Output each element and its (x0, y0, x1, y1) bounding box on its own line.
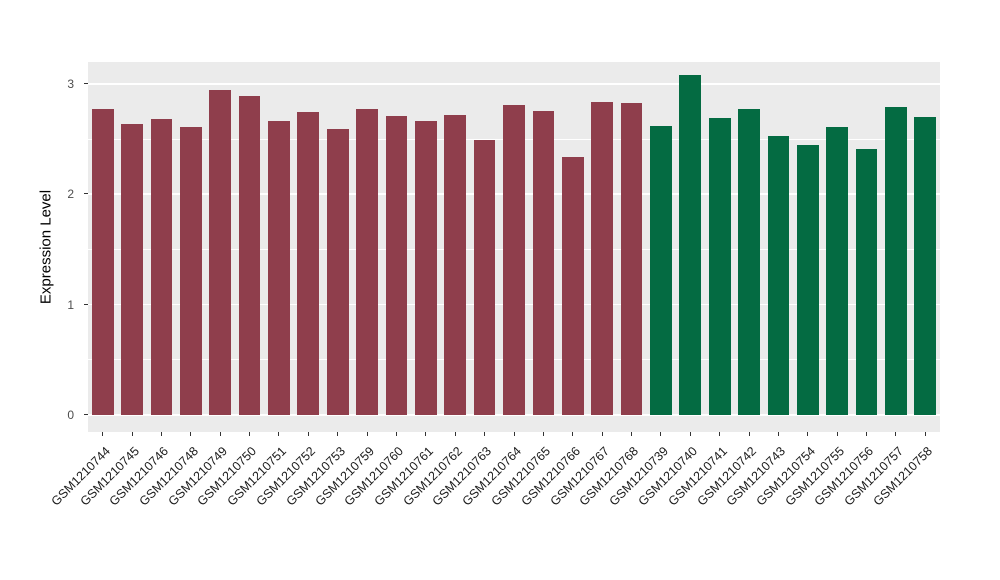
bar (179, 127, 202, 415)
bar (150, 119, 173, 415)
x-tick-mark (249, 432, 251, 436)
y-tick-label: 0 (67, 408, 74, 422)
x-tick-mark (425, 432, 427, 436)
x-axis-tick-marks (88, 432, 940, 438)
x-tick-mark (631, 432, 633, 436)
bar (679, 75, 702, 415)
x-tick-mark (219, 432, 221, 436)
x-tick-mark (836, 432, 838, 436)
bar (914, 117, 937, 415)
x-tick-mark (307, 432, 309, 436)
bar (268, 120, 290, 415)
x-tick-mark (895, 432, 897, 436)
x-tick-mark (660, 432, 662, 436)
x-tick-mark (366, 432, 368, 436)
x-tick-mark (777, 432, 779, 436)
bar (385, 116, 408, 415)
x-tick-mark (866, 432, 868, 436)
bar (238, 96, 261, 415)
y-tick-label: 2 (67, 187, 74, 202)
x-tick-mark (190, 432, 192, 436)
bar (561, 156, 584, 415)
x-tick-mark (542, 432, 544, 436)
plot-panel (88, 62, 940, 432)
bar (209, 89, 232, 415)
y-tick-mark (84, 414, 88, 415)
gridline (88, 83, 940, 85)
bar (650, 126, 672, 415)
x-tick-mark (131, 432, 133, 436)
bar (121, 123, 143, 415)
bar (356, 109, 378, 415)
x-tick-mark (160, 432, 162, 436)
bar (738, 109, 760, 415)
y-axis: 0 1 2 3 (0, 62, 88, 432)
bar (473, 140, 496, 415)
bar (297, 111, 320, 415)
bar (532, 110, 555, 415)
x-tick-mark (337, 432, 339, 436)
x-tick-mark (719, 432, 721, 436)
bar (796, 144, 819, 415)
x-tick-mark (689, 432, 691, 436)
x-tick-mark (748, 432, 750, 436)
x-axis-labels: GSM1210744 GSM1210745 GSM1210746 GSM1210748… (48, 436, 940, 566)
bar (708, 118, 731, 415)
x-tick-mark (513, 432, 515, 436)
bar (591, 101, 613, 415)
bar (414, 120, 437, 415)
x-tick-mark (484, 432, 486, 436)
bar (885, 107, 907, 415)
x-tick-mark (102, 432, 104, 436)
x-tick-mark (807, 432, 809, 436)
x-tick-mark (572, 432, 574, 436)
y-tick-label: 1 (67, 297, 74, 312)
x-tick-mark (395, 432, 397, 436)
y-tick-mark (84, 193, 88, 195)
bar (620, 102, 643, 415)
y-tick-label: 3 (67, 77, 74, 92)
x-tick-mark (924, 432, 926, 436)
bar (503, 105, 525, 415)
bar (855, 149, 878, 415)
x-tick-mark (454, 432, 456, 436)
bar (826, 127, 849, 415)
bar (91, 109, 114, 415)
bar (444, 114, 467, 415)
y-tick-mark (84, 303, 88, 305)
bar (767, 135, 790, 415)
y-tick-mark (84, 83, 88, 85)
x-tick-mark (601, 432, 603, 436)
x-tick-mark (278, 432, 280, 436)
bar (326, 129, 349, 415)
